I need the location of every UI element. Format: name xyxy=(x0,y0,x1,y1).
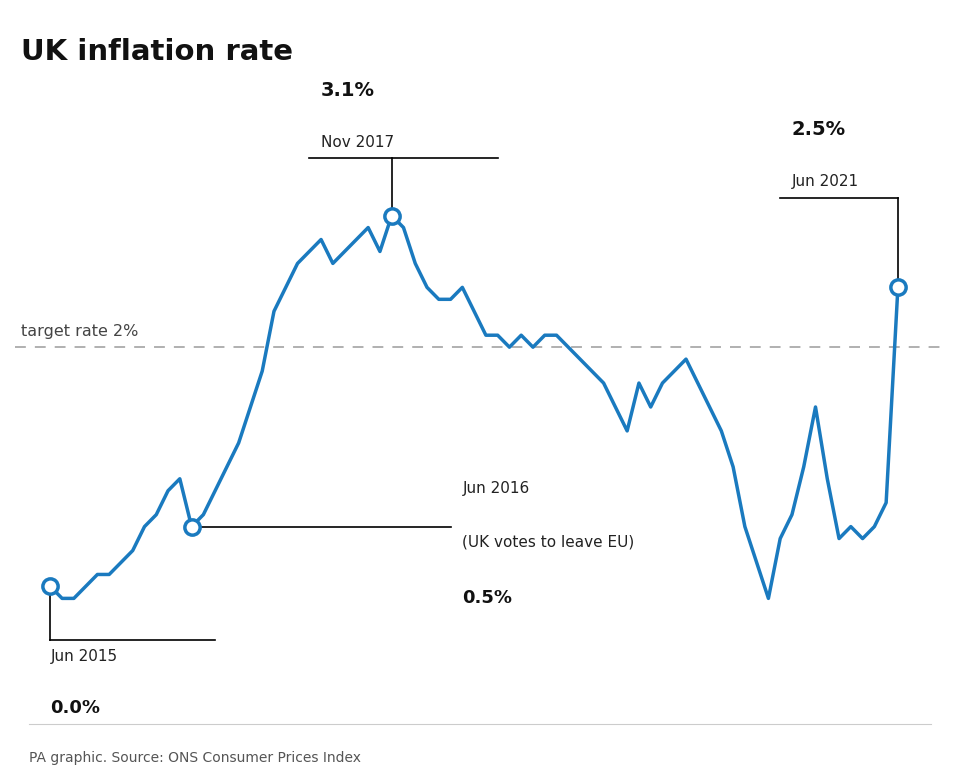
Text: Jun 2021: Jun 2021 xyxy=(792,174,859,189)
Text: 0.0%: 0.0% xyxy=(50,699,100,717)
Text: Nov 2017: Nov 2017 xyxy=(321,135,395,150)
Text: Jun 2015: Jun 2015 xyxy=(50,649,117,664)
Text: 0.5%: 0.5% xyxy=(463,589,513,607)
Text: target rate 2%: target rate 2% xyxy=(21,324,138,339)
Text: UK inflation rate: UK inflation rate xyxy=(21,38,293,66)
Text: Jun 2016: Jun 2016 xyxy=(463,481,530,496)
Text: (UK votes to leave EU): (UK votes to leave EU) xyxy=(463,535,635,550)
Text: 2.5%: 2.5% xyxy=(792,120,846,139)
Text: 3.1%: 3.1% xyxy=(321,80,375,100)
Text: PA graphic. Source: ONS Consumer Prices Index: PA graphic. Source: ONS Consumer Prices … xyxy=(29,751,361,765)
